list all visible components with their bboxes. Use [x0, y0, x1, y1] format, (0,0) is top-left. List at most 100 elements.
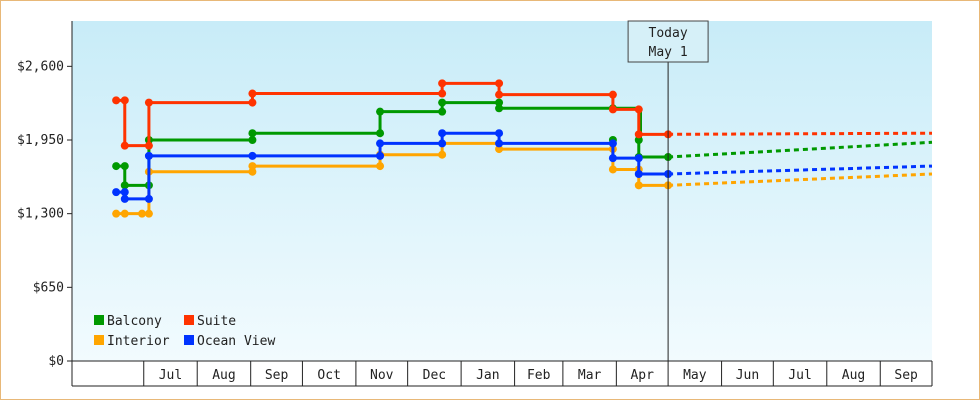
x-axis: Jul Aug Sep Oct Nov Dec Jan Feb Mar Apr May Jun Jul A… — [72, 360, 933, 387]
x-tick-label: Sep — [265, 368, 289, 383]
data-point — [144, 194, 153, 203]
data-point — [376, 139, 385, 148]
data-point — [608, 105, 617, 114]
x-tick-label: Apr — [630, 368, 654, 383]
series-balcony — [112, 98, 933, 190]
data-point — [634, 130, 643, 139]
data-point — [112, 209, 121, 218]
data-point — [495, 90, 504, 99]
data-point — [438, 79, 447, 88]
data-point — [376, 151, 385, 160]
data-point — [608, 154, 617, 163]
data-point — [376, 107, 385, 116]
today-marker: Today May 1 — [627, 20, 709, 361]
data-point — [112, 96, 121, 105]
data-point — [634, 136, 643, 144]
data-point — [495, 104, 504, 113]
plot-area — [72, 21, 932, 361]
forecast-line-ocean-view — [668, 164, 933, 176]
data-point — [495, 129, 504, 138]
x-tick-label: Jun — [736, 368, 759, 383]
x-tick-label: Aug — [842, 368, 865, 383]
data-point — [144, 209, 153, 218]
forecast-line-suite — [668, 131, 933, 136]
data-point — [138, 209, 147, 218]
data-point — [120, 162, 129, 171]
legend-swatch-balcony — [94, 315, 104, 325]
data-point — [248, 162, 257, 171]
data-point — [112, 162, 121, 171]
data-point — [438, 107, 447, 116]
data-point — [248, 136, 257, 144]
series-suite — [112, 79, 933, 150]
x-tick-label: Feb — [527, 368, 551, 383]
x-tick-label: Jul — [159, 368, 182, 383]
data-point — [120, 194, 129, 203]
data-point — [438, 129, 447, 138]
x-tick-label: Mar — [578, 368, 602, 383]
legend-label-balcony: Balcony — [107, 314, 162, 329]
y-tick-label: $650 — [33, 280, 64, 295]
data-point — [144, 141, 153, 150]
legend-label-suite: Suite — [197, 314, 236, 329]
data-point — [495, 79, 504, 88]
data-point — [120, 209, 129, 218]
data-point — [144, 98, 153, 107]
series-ocean-view — [112, 129, 933, 203]
x-tick-label: Jan — [476, 368, 499, 383]
series-layer — [112, 79, 933, 218]
series-line-ocean-view — [116, 131, 669, 201]
data-point — [634, 154, 643, 163]
today-date: May 1 — [649, 45, 688, 60]
data-point — [438, 139, 447, 148]
data-point — [495, 139, 504, 148]
legend-label-interior: Interior — [107, 334, 170, 349]
today-box — [627, 20, 709, 63]
data-point — [634, 181, 643, 190]
today-label: Today — [649, 26, 688, 41]
data-point — [120, 96, 129, 105]
x-tick-label: Aug — [212, 368, 235, 383]
legend-swatch-suite — [184, 315, 194, 325]
y-tick-label: $1,950 — [17, 133, 64, 148]
data-point — [376, 162, 385, 171]
data-point — [608, 165, 617, 174]
legend-swatch-ocean-view — [184, 335, 194, 345]
data-point — [120, 181, 129, 190]
data-point — [144, 151, 153, 160]
data-point — [248, 98, 257, 107]
legend-swatch-interior — [94, 335, 104, 345]
y-tick-label: $0 — [48, 354, 64, 369]
data-point — [608, 90, 617, 99]
y-tick-label: $2,600 — [17, 59, 64, 74]
data-point — [248, 167, 257, 176]
forecast-line-interior — [668, 172, 933, 187]
y-tick-label: $1,300 — [17, 207, 64, 222]
x-tick-label: Dec — [423, 368, 446, 383]
data-point — [438, 89, 447, 98]
data-point — [634, 170, 643, 178]
data-point — [120, 141, 129, 150]
data-point — [438, 98, 447, 107]
x-tick-label: Jul — [788, 368, 811, 383]
data-point — [376, 129, 385, 138]
y-axis: $0 $650 $1,300 $1,950 $2,600 — [17, 21, 73, 386]
x-tick-label: Oct — [317, 368, 340, 383]
x-tick-label: May — [683, 368, 707, 383]
data-point — [248, 89, 257, 98]
legend: Balcony Suite Interior Ocean View — [94, 314, 275, 349]
data-point — [438, 150, 447, 159]
data-point — [248, 129, 257, 138]
data-point — [495, 98, 504, 107]
data-point — [608, 139, 617, 148]
data-point — [120, 188, 129, 197]
data-point — [634, 105, 643, 114]
data-point — [112, 188, 121, 197]
x-tick-label: Sep — [894, 368, 918, 383]
x-tick-label: Nov — [370, 368, 394, 383]
data-point — [495, 145, 504, 154]
forecast-line-balcony — [668, 140, 933, 159]
legend-label-ocean-view: Ocean View — [197, 334, 275, 349]
